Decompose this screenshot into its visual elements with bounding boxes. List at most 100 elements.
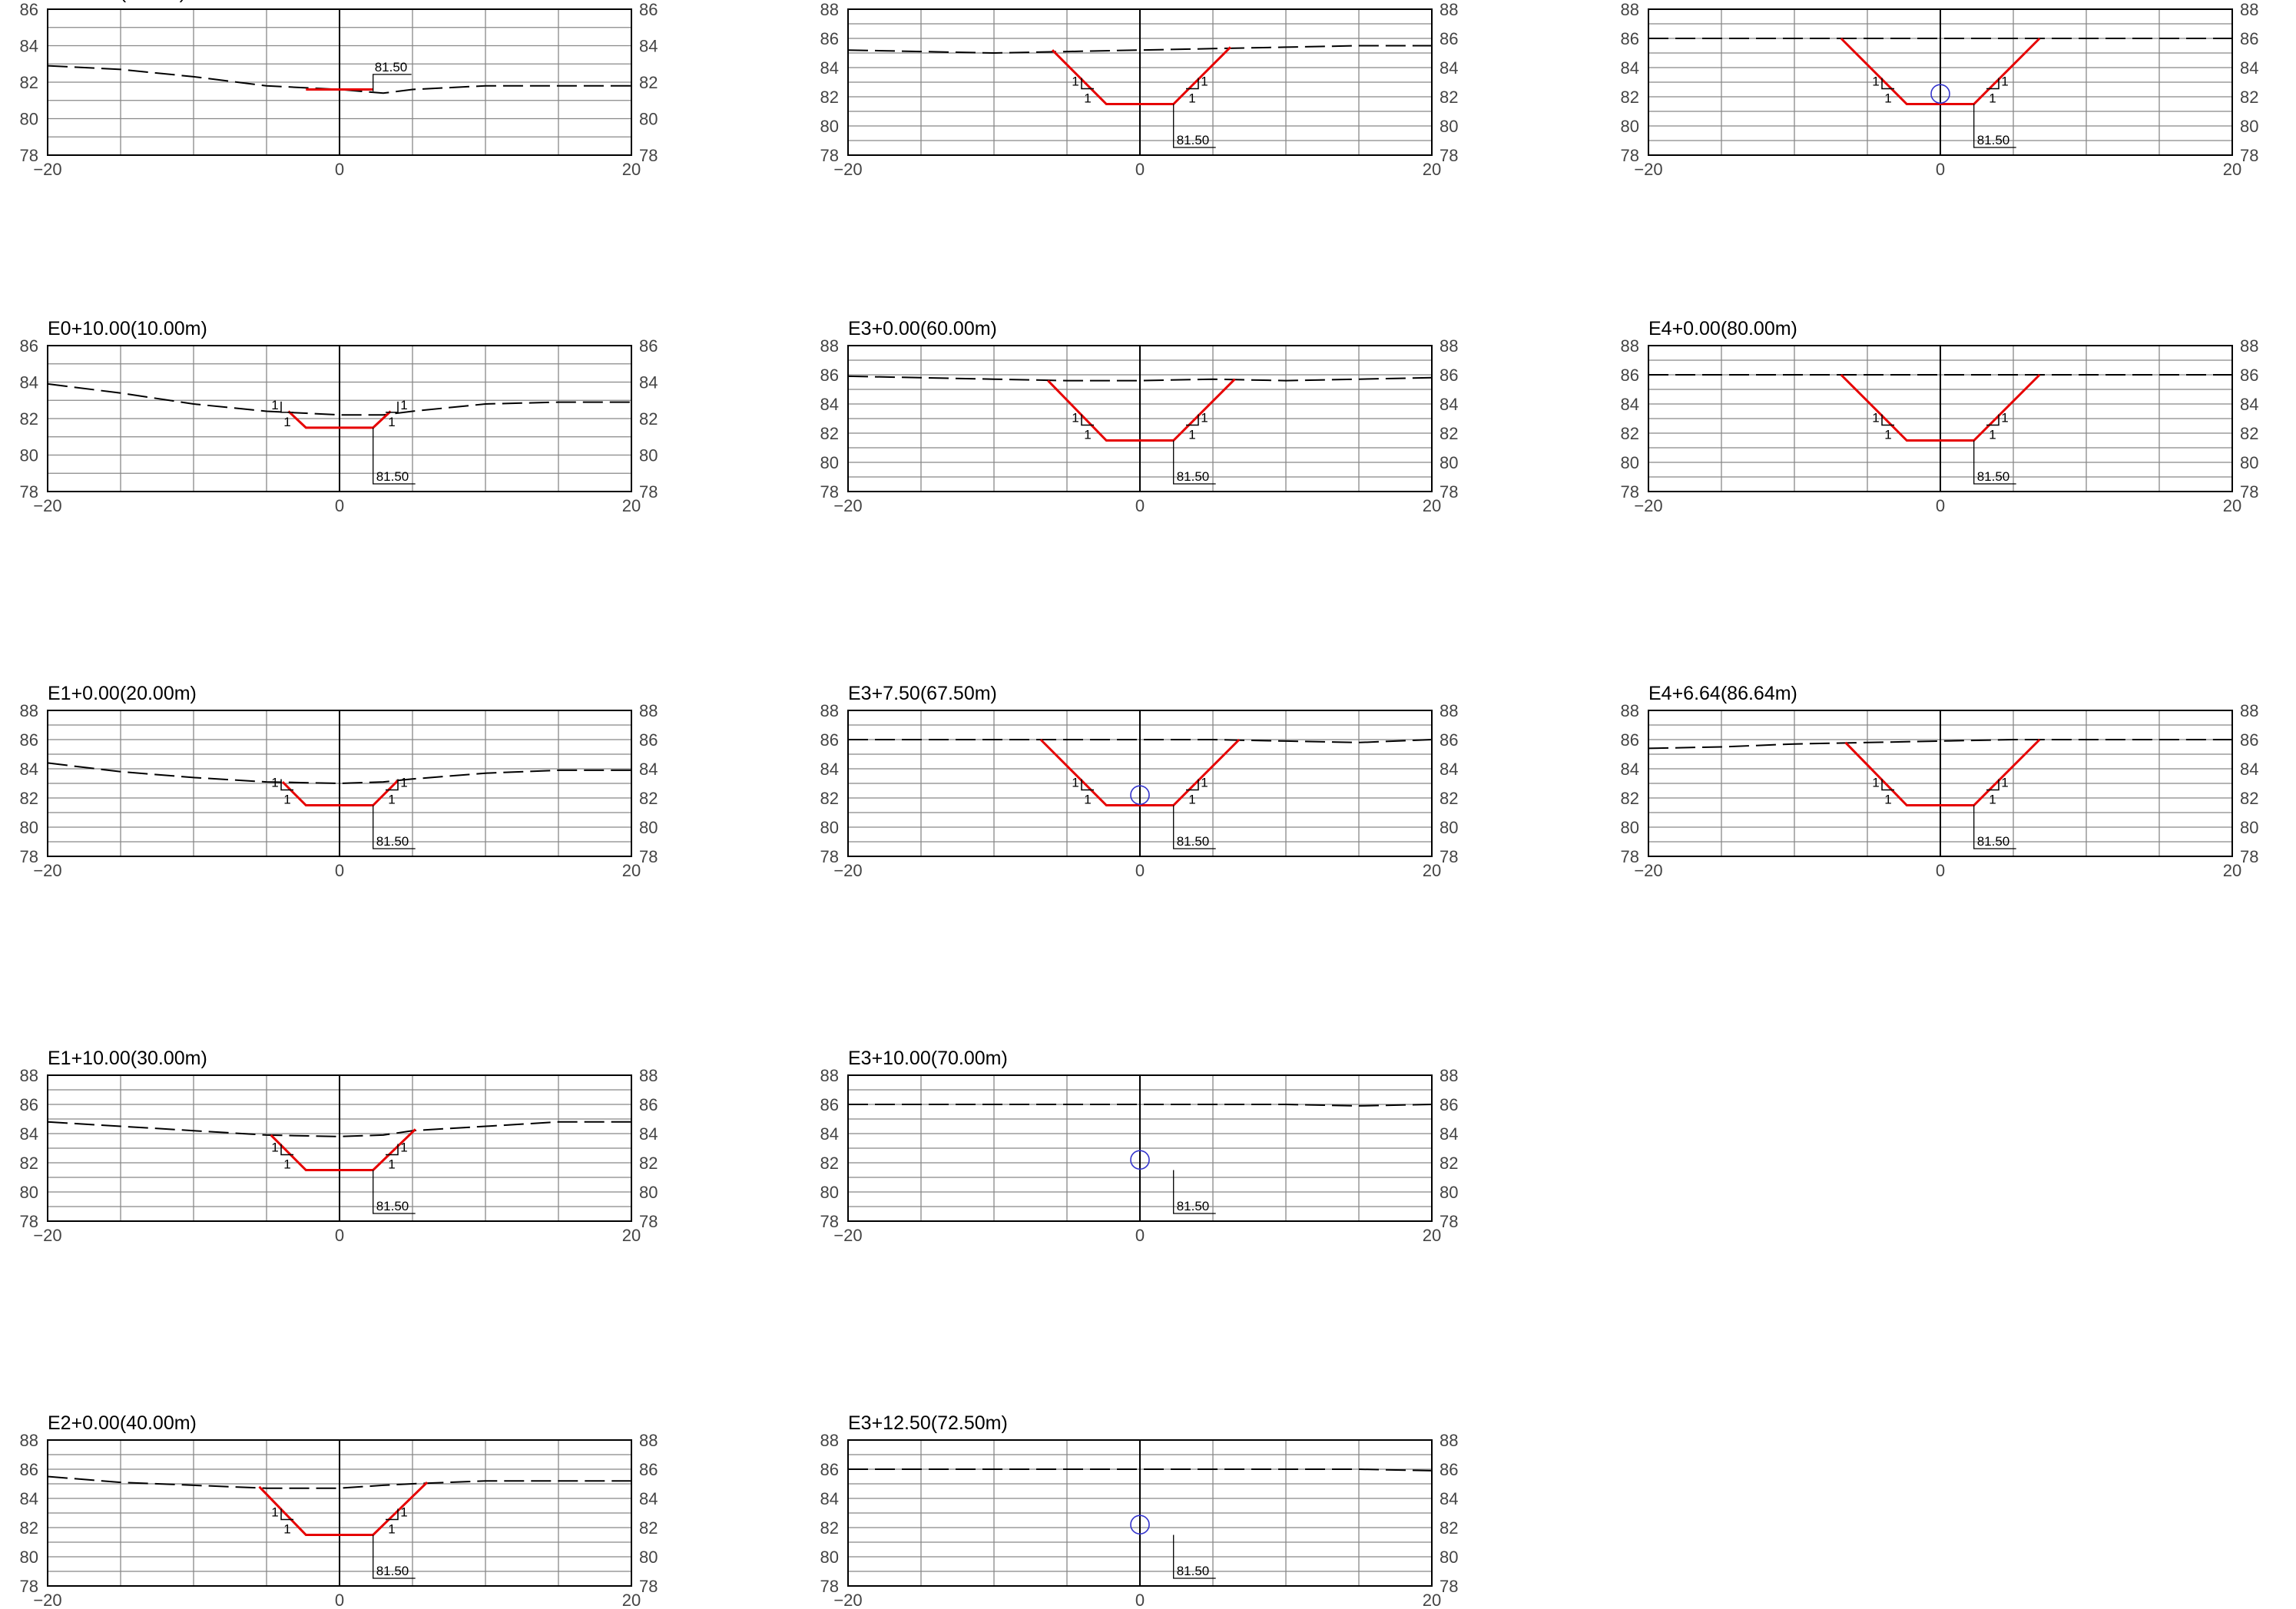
y-tick-label-left: 82 [820,424,839,443]
elevation-annotation: 81.50 [373,60,412,91]
elevation-leader [373,805,416,849]
y-tick-label-right: 80 [639,1183,658,1202]
y-tick-label-right: 80 [1440,818,1458,837]
slope-bracket [1186,779,1199,791]
y-tick-label-left: 86 [820,730,839,750]
x-tick-label: 0 [335,1226,344,1245]
section-title: E3+12.50(72.50m) [848,1412,1008,1434]
y-tick-label-right: 82 [1440,1518,1458,1538]
y-tick-label-left: 78 [1621,146,1639,165]
x-tick-label: 20 [2223,496,2241,515]
x-tick-label: 20 [622,496,641,515]
slope-rise-label: 1 [1872,411,1879,425]
y-tick-label-right: 84 [2240,760,2258,779]
y-tick-label-left: 78 [820,146,839,165]
y-tick-label-right: 82 [639,409,658,429]
slope-run-label: 1 [1188,793,1195,807]
y-tick-label-right: 82 [1440,1154,1458,1173]
elevation-annotation: 81.50 [1173,1535,1216,1579]
slope-rise-label: 1 [2001,776,2008,790]
y-tick-label-right: 78 [639,1577,658,1596]
section-title: E1+10.00(30.00m) [48,1048,207,1069]
y-tick-label-right: 86 [639,336,658,356]
elevation-annotation: 81.50 [373,805,416,849]
y-tick-label-left: 82 [1621,88,1639,107]
y-tick-label-left: 80 [820,1183,839,1202]
y-tick-label-left: 88 [1621,0,1639,19]
slope-indicator: 11 [1072,411,1094,442]
y-tick-label-right: 86 [639,0,658,19]
y-tick-label-left: 78 [20,146,38,165]
y-tick-label-left: 86 [20,1460,38,1479]
y-tick-label-right: 86 [639,730,658,750]
y-tick-label-right: 80 [639,446,658,465]
design-channel-section [281,780,399,806]
y-tick-label-left: 82 [20,73,38,92]
slope-run-label: 1 [388,793,395,807]
slope-bracket [386,779,399,791]
y-tick-label-right: 80 [1440,1183,1458,1202]
slope-indicator: 11 [1986,411,2009,442]
y-tick-label-right: 84 [1440,760,1458,779]
elevation-annotation: 81.50 [1973,805,2016,849]
x-tick-label: 20 [1423,160,1441,179]
slope-rise-label: 1 [1072,411,1078,425]
y-tick-label-left: 86 [820,366,839,385]
centerline-marker-circle [1930,84,1950,104]
section-title: E2+0.00(40.00m) [48,1412,197,1434]
y-tick-label-left: 88 [820,0,839,19]
y-tick-label-right: 78 [1440,1212,1458,1231]
design-channel-section [287,410,392,429]
elevation-label: 81.50 [1977,133,2010,147]
y-tick-label-right: 80 [639,110,658,129]
elevation-label: 81.50 [375,60,408,74]
y-tick-label-left: 88 [1621,336,1639,356]
slope-indicator: 11 [1872,776,1894,807]
slope-run-label: 1 [283,793,290,807]
x-tick-label: 0 [1135,160,1145,179]
y-tick-label-right: 88 [1440,1431,1458,1450]
y-tick-label-right: 84 [1440,395,1458,414]
y-tick-label-right: 88 [2240,701,2258,720]
slope-bracket [386,1144,399,1156]
slope-run-label: 1 [1989,428,1996,442]
slope-indicator: 11 [386,776,408,807]
y-tick-label-right: 86 [1440,1095,1458,1114]
y-tick-label-right: 86 [2240,29,2258,48]
slope-bracket [280,401,293,413]
y-tick-label-left: 78 [1621,847,1639,866]
y-tick-label-left: 84 [20,37,38,56]
y-tick-label-left: 80 [20,110,38,129]
x-tick-label: 20 [622,1591,641,1609]
y-tick-label-right: 82 [1440,88,1458,107]
y-tick-label-right: 86 [1440,29,1458,48]
x-tick-label: 0 [335,861,344,880]
centerline-marker-circle [1130,1515,1150,1535]
elevation-annotation: 81.50 [373,1170,416,1214]
section-title: E3+0.00(60.00m) [848,318,997,339]
y-tick-label-right: 84 [2240,395,2258,414]
existing-ground-line [47,1475,631,1489]
y-tick-label-right: 80 [2240,818,2258,837]
y-tick-label-left: 84 [20,760,38,779]
elevation-label: 81.50 [376,1564,409,1578]
elevation-leader [1973,440,2016,485]
y-tick-label-right: 82 [2240,424,2258,443]
elevation-label: 81.50 [1977,834,2010,849]
slope-bracket [1881,779,1894,791]
y-tick-label-right: 84 [1440,58,1458,78]
y-tick-label-right: 80 [2240,117,2258,136]
y-tick-label-right: 88 [639,1066,658,1085]
elevation-label: 81.50 [376,834,409,849]
slope-indicator: 11 [1872,74,1894,106]
design-channel-section [1844,738,2041,806]
slope-run-label: 1 [1884,428,1891,442]
y-tick-label-left: 78 [820,847,839,866]
elevation-annotation: 81.50 [1973,440,2016,485]
x-tick-label: −20 [33,1591,61,1609]
slope-indicator: 11 [271,1505,293,1537]
